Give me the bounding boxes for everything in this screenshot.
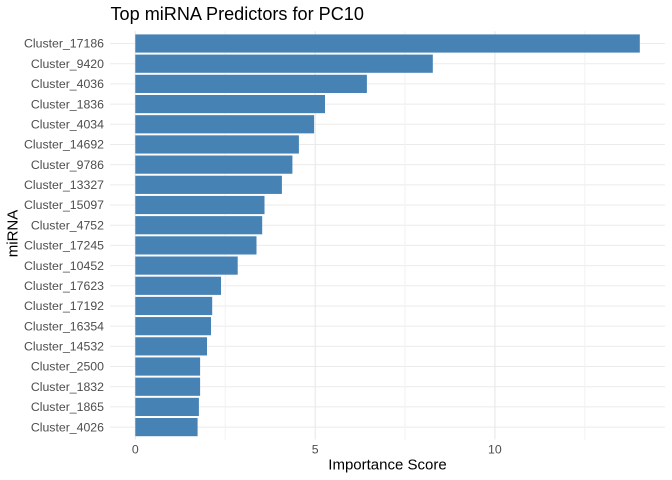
svg-text:Cluster_14692: Cluster_14692 — [24, 138, 104, 152]
svg-text:Cluster_9786: Cluster_9786 — [31, 158, 104, 172]
svg-text:Cluster_15097: Cluster_15097 — [24, 198, 104, 212]
svg-text:Cluster_4034: Cluster_4034 — [31, 117, 104, 131]
svg-text:Cluster_16354: Cluster_16354 — [24, 319, 104, 333]
svg-text:Cluster_1865: Cluster_1865 — [31, 400, 104, 414]
svg-text:Cluster_13327: Cluster_13327 — [24, 178, 104, 192]
svg-text:Cluster_1832: Cluster_1832 — [31, 380, 104, 394]
svg-text:0: 0 — [132, 443, 139, 457]
svg-text:Cluster_10452: Cluster_10452 — [24, 259, 104, 273]
svg-text:Cluster_2500: Cluster_2500 — [31, 360, 104, 374]
svg-text:Importance Score: Importance Score — [328, 457, 446, 474]
svg-text:Cluster_4036: Cluster_4036 — [31, 77, 104, 91]
svg-text:Cluster_17623: Cluster_17623 — [24, 279, 104, 293]
svg-text:Cluster_9420: Cluster_9420 — [31, 57, 104, 71]
svg-text:miRNA: miRNA — [4, 210, 21, 258]
svg-text:Cluster_17192: Cluster_17192 — [24, 299, 104, 313]
svg-text:Cluster_1836: Cluster_1836 — [31, 97, 104, 111]
svg-text:Cluster_17245: Cluster_17245 — [24, 239, 104, 253]
svg-text:10: 10 — [488, 443, 502, 457]
svg-text:5: 5 — [312, 443, 319, 457]
svg-text:Cluster_4026: Cluster_4026 — [31, 420, 104, 434]
svg-text:Cluster_14532: Cluster_14532 — [24, 340, 104, 354]
svg-text:Cluster_17186: Cluster_17186 — [24, 37, 104, 51]
svg-text:Top miRNA Predictors for PC10: Top miRNA Predictors for PC10 — [111, 4, 364, 24]
svg-text:Cluster_4752: Cluster_4752 — [31, 218, 104, 232]
